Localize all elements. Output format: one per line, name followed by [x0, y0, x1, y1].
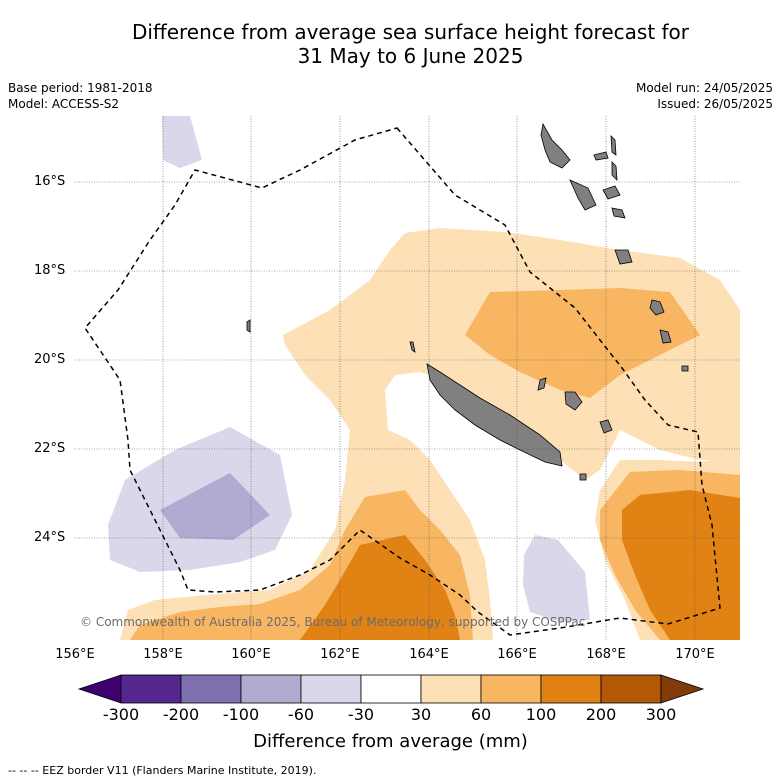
colorbar-tick-neg300: -300 — [102, 705, 140, 724]
model-label: Model: ACCESS-S2 — [8, 97, 120, 111]
colorbar-tick-30: 30 — [410, 705, 432, 724]
lat-label-20s: 20°S — [34, 352, 66, 367]
colorbar-segment — [600, 674, 662, 704]
lon-label-160e: 160°E — [231, 647, 271, 662]
graticule — [74, 116, 740, 640]
vanuatu-island-5 — [602, 185, 621, 200]
colorbar-segment — [480, 674, 542, 704]
colorbar-tick-neg30: -30 — [347, 705, 375, 724]
colorbar-segment — [240, 674, 302, 704]
colorbar-tick-200: 200 — [585, 705, 617, 724]
small-islet-3 — [681, 365, 689, 372]
colorbar-segment — [540, 674, 602, 704]
anomaly-neg30-60-south — [523, 535, 590, 622]
base-period-label: Base period: 1981-2018 — [8, 81, 153, 95]
issued-label: Issued: 26/05/2025 — [657, 97, 773, 111]
anomaly-60-100-north — [465, 288, 700, 398]
small-islet-1 — [537, 377, 547, 391]
lat-label-18s: 18°S — [34, 263, 66, 278]
anomaly-100-200-east — [622, 490, 740, 640]
lon-label-164e: 164°E — [409, 647, 449, 662]
vanuatu-island-4 — [610, 134, 617, 156]
lon-label-168e: 168°E — [586, 647, 626, 662]
lon-label-170e: 170°E — [675, 647, 715, 662]
colorbar-segment — [300, 674, 362, 704]
vanuatu-island-2 — [569, 179, 597, 211]
anomaly-neg60-100-west — [160, 473, 270, 540]
small-islet-5 — [409, 341, 416, 353]
copyright-notice: © Commonwealth of Australia 2025, Bureau… — [80, 615, 586, 629]
lon-label-162e: 162°E — [320, 647, 360, 662]
title-line-2: 31 May to 6 June 2025 — [297, 44, 524, 68]
meta-right: Model run: 24/05/2025 Issued: 26/05/2025 — [636, 80, 773, 112]
lon-label-158e: 158°E — [143, 647, 183, 662]
colorbar-tick-60: 60 — [470, 705, 492, 724]
new-caledonia-land — [426, 363, 563, 467]
colorbar-segment — [120, 674, 182, 704]
colorbar-tick-neg60: -60 — [287, 705, 315, 724]
loyalty-island-4 — [659, 329, 672, 344]
vanuatu-island-6 — [611, 161, 618, 182]
colorbar-tick-100: 100 — [525, 705, 557, 724]
small-islet-2 — [579, 473, 587, 481]
vanuatu-island-3 — [593, 151, 609, 161]
title-line-1: Difference from average sea surface heig… — [131, 20, 690, 44]
lon-label-156e: 156°E — [55, 647, 95, 662]
colorbar-segment — [420, 674, 482, 704]
lon-label-166e: 166°E — [497, 647, 537, 662]
eez-border-line — [84, 127, 721, 636]
vanuatu-island-8 — [611, 207, 626, 219]
colorbar-tick-neg100: -100 — [222, 705, 260, 724]
colorbar-extend-low — [77, 674, 122, 704]
vanuatu-island-1 — [540, 122, 571, 169]
colorbar-extend-high — [660, 674, 705, 704]
colorbar-tick-300: 300 — [645, 705, 677, 724]
eez-footnote: -- -- -- EEZ border V11 (Flanders Marine… — [8, 764, 317, 777]
vanuatu-island-7 — [614, 249, 633, 265]
small-islet-4 — [246, 319, 251, 333]
anomaly-neg30-60-north — [162, 116, 202, 168]
lat-label-16s: 16°S — [34, 174, 66, 189]
colorbar-label: Difference from average (mm) — [253, 731, 528, 752]
lat-label-22s: 22°S — [34, 441, 66, 456]
meta-left: Base period: 1981-2018 Model: ACCESS-S2 — [8, 80, 153, 112]
loyalty-island-3 — [649, 299, 665, 316]
colorbar-segment — [360, 674, 422, 704]
map-title: Difference from average sea surface heig… — [0, 20, 781, 68]
colorbar-segment — [180, 674, 242, 704]
model-run-label: Model run: 24/05/2025 — [635, 81, 773, 95]
loyalty-island-1 — [564, 391, 583, 411]
lat-label-24s: 24°S — [34, 530, 66, 545]
colorbar-tick-neg200: -200 — [162, 705, 200, 724]
